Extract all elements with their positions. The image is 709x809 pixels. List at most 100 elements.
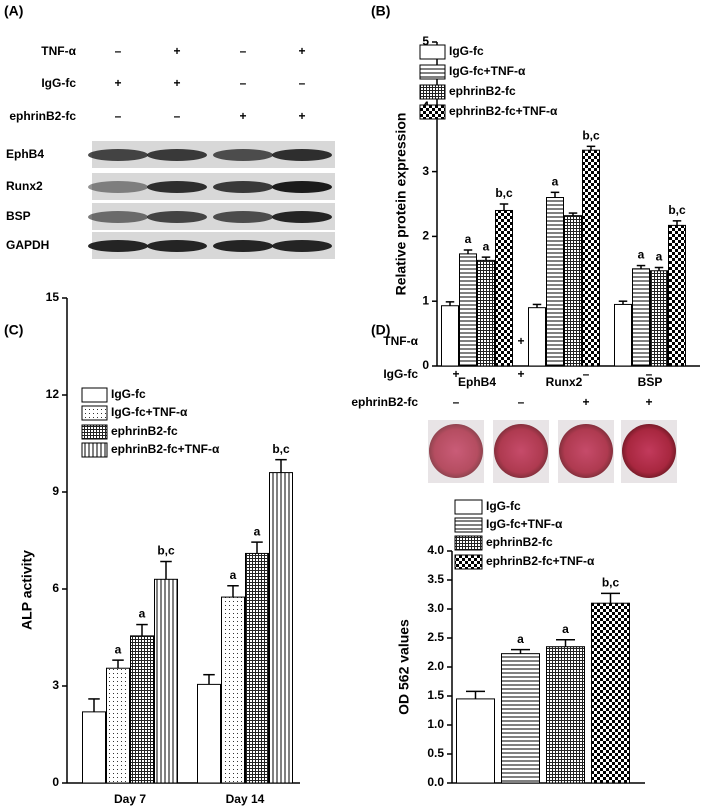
legend-swatch (81, 405, 108, 421)
blot-band (213, 149, 273, 161)
y-tick-label: 2 (422, 229, 429, 243)
condition-sign: + (173, 76, 180, 90)
band-label: BSP (6, 209, 31, 223)
legend-label: ephrinB2-fc+TNF-α (486, 554, 595, 568)
y-tick-label: 2.0 (427, 659, 444, 673)
bar (459, 253, 477, 367)
blot-band (147, 211, 207, 223)
y-tick-label: 3.0 (427, 601, 444, 615)
blot-band (272, 240, 332, 252)
blot-band (213, 240, 273, 252)
legend-swatch (419, 64, 446, 80)
bar (477, 259, 495, 367)
condition-label: TNF-α (383, 334, 418, 348)
legend-label: ephrinB2-fc+TNF-α (449, 104, 558, 118)
blot-band (213, 181, 273, 193)
significance-label: b,c (668, 203, 686, 217)
y-tick-label: 6 (52, 581, 59, 595)
y-tick-label: 3 (422, 164, 429, 178)
bar (221, 596, 245, 784)
blot-band (147, 240, 207, 252)
well (494, 424, 548, 478)
condition-sign: + (645, 395, 652, 409)
condition-label: IgG-fc (41, 76, 76, 90)
bar (441, 305, 459, 367)
band-label: GAPDH (6, 238, 49, 252)
band-label: Runx2 (6, 179, 43, 193)
legend-swatch (81, 424, 108, 440)
y-tick-label: 1.5 (427, 688, 444, 702)
bar (528, 307, 546, 367)
bar (546, 197, 564, 367)
significance-label: a (638, 248, 645, 262)
condition-sign: + (517, 367, 524, 381)
condition-sign: – (240, 44, 247, 58)
panel-label: (B) (371, 3, 390, 19)
condition-sign: – (115, 109, 122, 123)
y-tick-label: 3.5 (427, 572, 444, 586)
x-tick-label: EphB4 (458, 375, 496, 389)
condition-sign: – (518, 395, 525, 409)
legend-label: IgG-fc (449, 44, 484, 58)
blot-band (147, 149, 207, 161)
condition-sign: + (239, 109, 246, 123)
condition-label: ephrinB2-fc (9, 109, 76, 123)
legend-swatch (454, 517, 483, 533)
condition-sign: – (299, 76, 306, 90)
legend-label: IgG-fc (111, 387, 146, 401)
condition-sign: + (298, 44, 305, 58)
y-tick-label: 2.5 (427, 630, 444, 644)
significance-label: a (465, 232, 472, 246)
legend-swatch (419, 44, 446, 60)
legend-label: IgG-fc+TNF-α (449, 64, 526, 78)
legend-swatch (81, 442, 108, 458)
significance-label: b,c (157, 544, 175, 558)
bar (546, 646, 585, 784)
panel-label: (D) (371, 322, 390, 338)
condition-sign: + (582, 395, 589, 409)
legend-label: ephrinB2-fc (449, 84, 516, 98)
bar (501, 653, 540, 784)
x-tick-label: BSP (638, 375, 663, 389)
significance-label: a (230, 568, 237, 582)
bar (197, 683, 221, 784)
blot-band (272, 149, 332, 161)
y-tick-label: 0.0 (427, 775, 444, 789)
y-tick-label: 0 (52, 775, 59, 789)
condition-sign: – (240, 76, 247, 90)
condition-label: TNF-α (41, 44, 76, 58)
significance-label: a (656, 250, 663, 264)
x-tick-label: Day 7 (114, 792, 146, 806)
condition-label: IgG-fc (383, 367, 418, 381)
condition-sign: – (174, 109, 181, 123)
bar (245, 552, 269, 784)
y-tick-label: 5 (422, 34, 429, 48)
significance-label: b,c (495, 186, 513, 200)
bar (614, 303, 632, 367)
y-axis-title: ALP activity (19, 550, 35, 630)
legend-swatch (419, 84, 446, 100)
legend-swatch (454, 535, 483, 551)
legend-label: ephrinB2-fc (486, 535, 553, 549)
bar (582, 149, 600, 367)
y-tick-label: 9 (52, 484, 59, 498)
well (622, 424, 676, 478)
x-tick-label: Day 14 (226, 792, 265, 806)
y-tick-label: 12 (46, 387, 60, 401)
y-tick-label: 15 (46, 290, 60, 304)
condition-sign: – (583, 367, 590, 381)
y-tick-label: 3 (52, 678, 59, 692)
blot-band (147, 181, 207, 193)
condition-sign: – (115, 44, 122, 58)
condition-sign: + (452, 367, 459, 381)
bar (456, 698, 495, 784)
significance-label: a (552, 175, 559, 189)
bar (591, 602, 630, 784)
bar (668, 224, 686, 367)
significance-label: a (517, 632, 524, 646)
condition-sign: – (646, 367, 653, 381)
legend-swatch (454, 554, 483, 570)
significance-label: a (139, 607, 146, 621)
legend-label: IgG-fc+TNF-α (486, 517, 563, 531)
legend-label: ephrinB2-fc+TNF-α (111, 442, 220, 456)
